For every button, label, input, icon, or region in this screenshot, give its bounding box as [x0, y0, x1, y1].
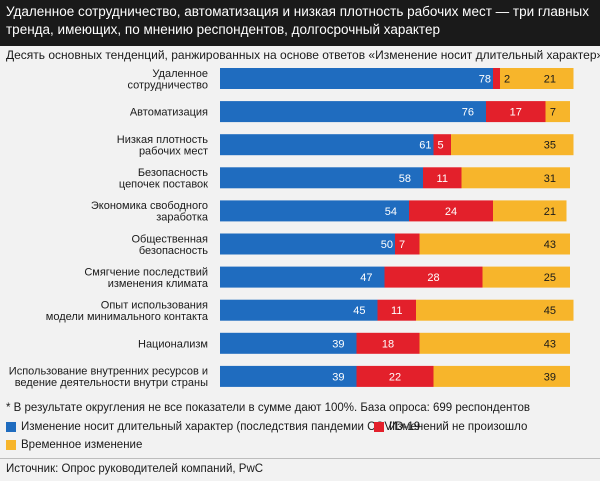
bar-segment — [220, 365, 357, 387]
bar-segment — [486, 101, 546, 123]
data-label: 43 — [544, 338, 556, 350]
bar-segment — [500, 68, 574, 89]
bar-segment — [220, 167, 423, 189]
category-label: безопасность — [139, 245, 208, 257]
category-label: Низкая плотность — [117, 134, 208, 146]
bar-segment — [409, 200, 493, 222]
data-label: 35 — [544, 140, 556, 152]
category-label: рабочих мест — [139, 145, 208, 157]
title-line-2: тренда, имеющих, по мнению респондентов,… — [6, 22, 440, 37]
category-label: Экономика свободного — [91, 200, 208, 212]
data-label: 43 — [544, 239, 556, 251]
bar-segment — [356, 365, 434, 387]
data-label: 21 — [544, 74, 556, 86]
bar-segment — [220, 200, 409, 222]
bar-segment — [220, 134, 434, 156]
bar-segment — [356, 332, 420, 354]
bar-segment — [545, 101, 570, 123]
bar-segment — [220, 266, 385, 288]
legend-item-no-change: Изменений не произошло — [374, 421, 527, 433]
legend-swatch-red — [374, 422, 384, 432]
data-label: 61 — [419, 140, 431, 152]
data-label: 2 — [504, 74, 510, 86]
source-note: Источник: Опрос руководителей компаний, … — [6, 463, 264, 475]
legend-item-temporary: Временное изменение — [6, 439, 142, 451]
data-label: 18 — [382, 338, 394, 350]
category-label: изменения климата — [108, 278, 209, 290]
legend-label-no-change: Изменений не произошло — [389, 421, 528, 433]
legend-swatch-yellow — [6, 440, 16, 450]
bar-segment — [395, 233, 420, 255]
data-label: 28 — [427, 272, 439, 284]
data-label: 54 — [385, 206, 397, 218]
category-label: Безопасность — [138, 167, 208, 179]
data-label: 17 — [510, 107, 522, 119]
data-label: 76 — [462, 107, 474, 119]
data-label: 31 — [544, 173, 556, 185]
data-label: 11 — [437, 173, 448, 185]
title-bar: Удаленное сотрудничество, автоматизация … — [0, 0, 600, 46]
category-label: Удаленное — [152, 68, 208, 80]
bar-segment — [423, 167, 462, 189]
data-label: 5 — [438, 140, 444, 152]
data-label: 45 — [353, 305, 365, 317]
data-label: 50 — [381, 239, 393, 251]
divider — [0, 458, 600, 459]
data-label: 39 — [332, 338, 344, 350]
category-label: Использование внутренних ресурсов и — [9, 366, 208, 378]
legend-item-long-term: Изменение носит длительный характер (пос… — [6, 421, 420, 433]
bar-segment — [493, 200, 567, 222]
category-label: цепочек поставок — [119, 179, 208, 191]
data-label: 78 — [479, 74, 491, 86]
bar-segment — [482, 266, 570, 288]
data-label: 39 — [544, 371, 556, 383]
data-label: 22 — [389, 371, 401, 383]
bar-segment — [433, 134, 451, 156]
data-label: 45 — [544, 305, 556, 317]
bar-segment — [220, 101, 486, 123]
data-label: 39 — [332, 371, 344, 383]
bar-segment — [220, 233, 395, 255]
category-label: Смягчение последствий — [84, 266, 208, 278]
bar-segment — [461, 167, 570, 189]
data-label: 7 — [399, 239, 405, 251]
category-label: модели минимального контакта — [46, 311, 209, 323]
category-label: заработка — [156, 212, 209, 224]
bar-segment — [220, 299, 378, 321]
category-label: ведение деятельности внутри страны — [15, 377, 208, 389]
category-label: сотрудничество — [127, 79, 208, 91]
bar-segment — [220, 68, 493, 89]
bar-segment — [433, 365, 570, 387]
data-label: 11 — [391, 305, 402, 317]
bar-segment — [384, 266, 483, 288]
legend-label-temporary: Временное изменение — [21, 439, 143, 451]
data-label: 24 — [445, 206, 457, 218]
category-label: Опыт использования — [101, 299, 208, 311]
category-label: Национализм — [138, 338, 208, 350]
bar-segment — [416, 299, 574, 321]
bar-segment — [493, 68, 500, 89]
data-label: 58 — [399, 173, 411, 185]
category-label: Автоматизация — [130, 107, 208, 119]
footnote: * В результате округления не все показат… — [6, 402, 530, 414]
legend-swatch-blue — [6, 422, 16, 432]
bar-segment — [451, 134, 574, 156]
bar-segment — [220, 332, 357, 354]
title-line-1: Удаленное сотрудничество, автоматизация … — [6, 4, 589, 19]
data-label: 47 — [360, 272, 372, 284]
bar-segment — [419, 233, 570, 255]
category-label: Общественная — [131, 233, 208, 245]
data-label: 25 — [544, 272, 556, 284]
bar-segment — [419, 332, 570, 354]
data-label: 21 — [544, 206, 556, 218]
data-label: 7 — [550, 107, 556, 119]
chart-subtitle: Десять основных тенденций, ранжированных… — [6, 48, 600, 62]
bar-segment — [377, 299, 416, 321]
legend-label-long-term: Изменение носит длительный характер (пос… — [21, 421, 421, 433]
